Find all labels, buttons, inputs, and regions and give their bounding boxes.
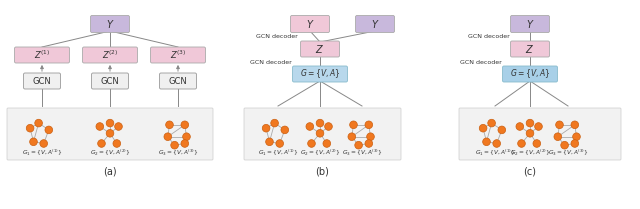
Text: (c): (c) <box>524 166 536 176</box>
Circle shape <box>96 123 104 130</box>
Circle shape <box>316 119 324 127</box>
Text: $G_3 = \{V, A^{(3)}\}$: $G_3 = \{V, A^{(3)}\}$ <box>157 148 198 158</box>
Text: $G_3 = \{V, A^{(3)}\}$: $G_3 = \{V, A^{(3)}\}$ <box>342 148 382 158</box>
Text: $Y$: $Y$ <box>525 18 534 30</box>
FancyBboxPatch shape <box>83 47 138 63</box>
Text: $G = \{V, A\}$: $G = \{V, A\}$ <box>510 68 550 80</box>
FancyBboxPatch shape <box>244 108 401 160</box>
Text: $Z^{(2)}$: $Z^{(2)}$ <box>102 49 118 61</box>
Circle shape <box>182 133 190 140</box>
Circle shape <box>479 124 487 132</box>
Circle shape <box>166 121 173 129</box>
Text: $G = \{V, A\}$: $G = \{V, A\}$ <box>300 68 340 80</box>
Text: $Z$: $Z$ <box>525 43 534 55</box>
Circle shape <box>561 141 568 149</box>
Circle shape <box>308 140 316 147</box>
Circle shape <box>526 129 534 137</box>
Circle shape <box>554 133 562 140</box>
Circle shape <box>488 119 495 127</box>
Text: GCN: GCN <box>168 76 188 85</box>
Circle shape <box>113 140 120 147</box>
FancyBboxPatch shape <box>90 15 129 33</box>
Text: $G_1 = \{V, A^{(1)}\}$: $G_1 = \{V, A^{(1)}\}$ <box>22 148 62 158</box>
Circle shape <box>526 119 534 127</box>
Circle shape <box>571 140 579 147</box>
Circle shape <box>29 138 37 146</box>
Circle shape <box>518 140 525 147</box>
Text: $G_2 = \{V, A^{(2)}\}$: $G_2 = \{V, A^{(2)}\}$ <box>509 148 550 158</box>
Circle shape <box>276 140 284 147</box>
Circle shape <box>534 123 542 130</box>
Circle shape <box>26 124 34 132</box>
FancyBboxPatch shape <box>459 108 621 160</box>
Text: $G_3 = \{V, A^{(3)}\}$: $G_3 = \{V, A^{(3)}\}$ <box>548 148 588 158</box>
FancyBboxPatch shape <box>292 66 348 82</box>
Text: GCN: GCN <box>33 76 51 85</box>
FancyBboxPatch shape <box>24 73 61 89</box>
Text: $G_1 = \{V, A^{(1)}\}$: $G_1 = \{V, A^{(1)}\}$ <box>475 148 515 158</box>
FancyBboxPatch shape <box>7 108 213 160</box>
FancyBboxPatch shape <box>502 66 557 82</box>
Text: GCN decoder: GCN decoder <box>468 34 510 40</box>
Circle shape <box>493 140 500 147</box>
Circle shape <box>115 123 122 130</box>
FancyBboxPatch shape <box>15 47 70 63</box>
Circle shape <box>571 121 579 129</box>
Text: $Y$: $Y$ <box>106 18 115 30</box>
Text: $G_2 = \{V, A^{(2)}\}$: $G_2 = \{V, A^{(2)}\}$ <box>300 148 340 158</box>
Text: $Y$: $Y$ <box>371 18 380 30</box>
Circle shape <box>40 140 47 147</box>
Circle shape <box>483 138 490 146</box>
Circle shape <box>106 119 114 127</box>
Circle shape <box>324 123 332 130</box>
Text: $Y$: $Y$ <box>306 18 314 30</box>
FancyBboxPatch shape <box>159 73 196 89</box>
Circle shape <box>556 121 563 129</box>
Circle shape <box>306 123 314 130</box>
Circle shape <box>181 140 189 147</box>
Text: $Z$: $Z$ <box>316 43 324 55</box>
Circle shape <box>35 119 42 127</box>
FancyBboxPatch shape <box>92 73 129 89</box>
Circle shape <box>266 138 273 146</box>
Text: $G_2 = \{V, A^{(2)}\}$: $G_2 = \{V, A^{(2)}\}$ <box>90 148 131 158</box>
Text: $G_1 = \{V, A^{(1)}\}$: $G_1 = \{V, A^{(1)}\}$ <box>258 148 298 158</box>
Text: $Z^{(3)}$: $Z^{(3)}$ <box>170 49 186 61</box>
Circle shape <box>171 141 179 149</box>
Circle shape <box>281 126 289 134</box>
Circle shape <box>164 133 172 140</box>
Text: GCN decoder: GCN decoder <box>256 34 298 40</box>
Text: $Z^{(1)}$: $Z^{(1)}$ <box>34 49 50 61</box>
FancyBboxPatch shape <box>291 15 330 33</box>
FancyBboxPatch shape <box>301 41 339 57</box>
FancyBboxPatch shape <box>511 15 550 33</box>
Circle shape <box>271 119 278 127</box>
Circle shape <box>98 140 106 147</box>
Circle shape <box>573 133 580 140</box>
Text: (b): (b) <box>315 166 329 176</box>
FancyBboxPatch shape <box>511 41 550 57</box>
Circle shape <box>533 140 541 147</box>
Circle shape <box>349 121 357 129</box>
Text: GCN decoder: GCN decoder <box>250 60 292 65</box>
Circle shape <box>106 129 114 137</box>
Circle shape <box>498 126 506 134</box>
FancyBboxPatch shape <box>150 47 205 63</box>
Circle shape <box>367 133 374 140</box>
Circle shape <box>516 123 524 130</box>
Circle shape <box>45 126 52 134</box>
Circle shape <box>323 140 331 147</box>
Circle shape <box>348 133 356 140</box>
Text: GCN: GCN <box>100 76 120 85</box>
Text: GCN decoder: GCN decoder <box>460 60 502 65</box>
Circle shape <box>365 140 372 147</box>
FancyBboxPatch shape <box>355 15 394 33</box>
Circle shape <box>365 121 372 129</box>
Text: (a): (a) <box>103 166 117 176</box>
Circle shape <box>355 141 362 149</box>
Circle shape <box>316 129 324 137</box>
Circle shape <box>262 124 270 132</box>
Circle shape <box>181 121 189 129</box>
